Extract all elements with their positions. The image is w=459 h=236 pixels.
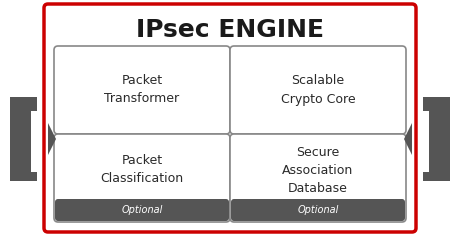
Bar bbox=[422, 158, 428, 172]
Text: Secure
Association
Database: Secure Association Database bbox=[282, 146, 353, 194]
Text: Packet
Classification: Packet Classification bbox=[100, 155, 183, 185]
Bar bbox=[31, 111, 37, 125]
Text: Scalable
Crypto Core: Scalable Crypto Core bbox=[280, 75, 354, 105]
FancyBboxPatch shape bbox=[230, 46, 405, 134]
Bar bbox=[10, 163, 37, 181]
FancyBboxPatch shape bbox=[230, 199, 404, 221]
Bar bbox=[422, 111, 428, 125]
Polygon shape bbox=[48, 123, 56, 155]
Bar bbox=[422, 163, 449, 181]
Bar bbox=[422, 97, 449, 115]
Text: IPsec ENGINE: IPsec ENGINE bbox=[136, 18, 323, 42]
Bar bbox=[10, 115, 31, 163]
FancyBboxPatch shape bbox=[44, 4, 415, 232]
FancyBboxPatch shape bbox=[230, 134, 405, 222]
Text: Packet
Transformer: Packet Transformer bbox=[104, 75, 179, 105]
FancyBboxPatch shape bbox=[55, 199, 229, 221]
Bar bbox=[10, 97, 37, 115]
FancyBboxPatch shape bbox=[54, 134, 230, 222]
FancyBboxPatch shape bbox=[54, 46, 230, 134]
Bar bbox=[235, 202, 400, 217]
Text: Optional: Optional bbox=[121, 205, 162, 215]
Polygon shape bbox=[403, 123, 411, 155]
Bar bbox=[59, 202, 224, 217]
Bar bbox=[428, 115, 449, 163]
Text: Optional: Optional bbox=[297, 205, 338, 215]
Bar bbox=[31, 158, 37, 172]
